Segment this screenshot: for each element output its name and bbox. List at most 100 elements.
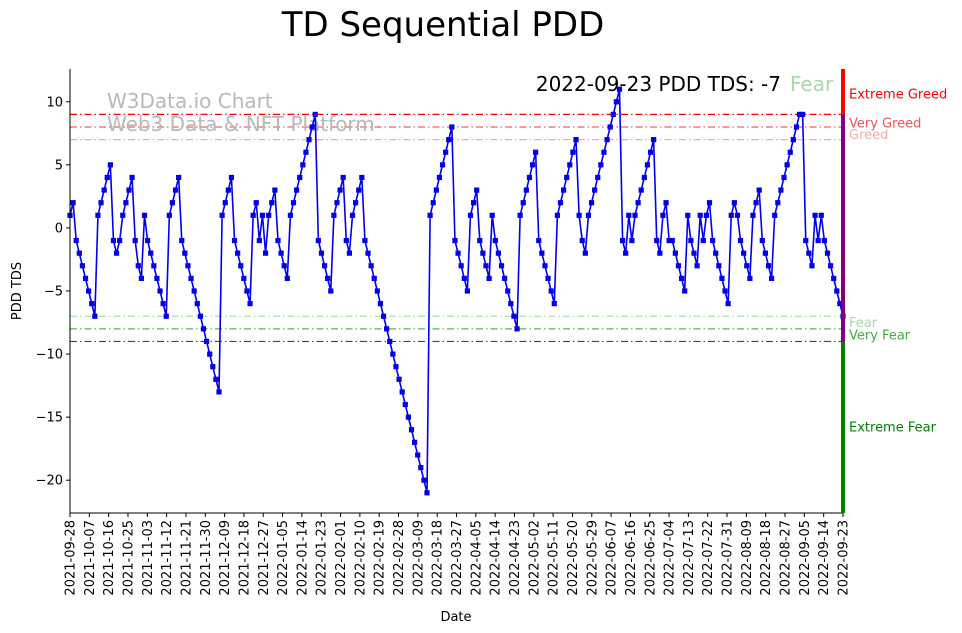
x-tick-label: 2021-12-27 (257, 520, 272, 596)
data-point (334, 200, 340, 206)
data-point (803, 237, 809, 244)
x-tick-label: 2022-01-14 (295, 520, 310, 596)
data-point (567, 162, 573, 168)
data-point (203, 338, 210, 345)
x-tick-label: 2022-01-05 (276, 520, 291, 596)
data-point (545, 275, 551, 281)
data-point (399, 389, 405, 395)
data-point (421, 477, 427, 483)
data-point (349, 212, 356, 218)
data-point (592, 187, 598, 193)
data-point (790, 137, 796, 143)
x-tick-label: 2022-03-27 (450, 520, 465, 596)
data-point (138, 275, 144, 281)
x-tick-label: 2022-04-14 (489, 520, 504, 596)
y-tick-label: 0 (55, 221, 63, 236)
chart-title: TD Sequential PDD (281, 5, 605, 45)
x-tick-label: 2022-02-10 (353, 520, 368, 596)
data-point (619, 237, 626, 244)
data-point (744, 263, 750, 269)
data-point (579, 237, 585, 244)
data-point (129, 174, 135, 181)
data-point (772, 212, 778, 218)
x-tick-label: 2022-04-05 (469, 520, 484, 596)
data-point (647, 149, 654, 155)
data-point (380, 313, 387, 319)
x-tick-label: 2022-05-29 (585, 520, 600, 596)
data-point (561, 187, 567, 193)
data-point (328, 288, 334, 294)
data-point (753, 200, 759, 206)
data-point (89, 301, 95, 307)
zone-label: Very Fear (849, 329, 911, 344)
data-point (703, 212, 710, 218)
data-point (123, 200, 129, 206)
data-point (750, 212, 756, 218)
x-tick-label: 2021-12-09 (218, 520, 233, 596)
x-tick-label: 2022-04-23 (508, 520, 523, 596)
data-point (188, 275, 194, 281)
data-point (303, 149, 309, 155)
y-axis-label: PDD TDS (10, 262, 25, 320)
latest-status: Fear (790, 72, 834, 96)
data-point (411, 439, 418, 445)
data-point (250, 212, 256, 218)
data-point (610, 111, 616, 118)
data-point (315, 237, 321, 244)
data-point (312, 111, 318, 118)
data-point (517, 212, 523, 218)
x-tick-label: 2021-11-21 (179, 520, 194, 596)
data-point (775, 200, 781, 206)
x-tick-label: 2022-08-27 (779, 520, 794, 596)
data-point (418, 464, 424, 471)
x-tick-label: 2021-11-30 (199, 520, 214, 596)
data-point (815, 237, 821, 244)
data-point (784, 162, 790, 168)
data-point (278, 250, 284, 256)
data-point (86, 288, 92, 294)
data-point (576, 212, 582, 218)
data-point (365, 250, 371, 256)
data-point (660, 212, 666, 218)
data-point (818, 212, 824, 218)
data-point (356, 187, 362, 193)
data-point (781, 174, 787, 181)
data-point (626, 212, 632, 218)
data-point (706, 200, 713, 206)
data-point (495, 250, 502, 256)
data-point (539, 250, 545, 256)
data-point (682, 288, 688, 294)
y-tick-label: −5 (44, 285, 63, 300)
data-point (343, 237, 349, 244)
x-tick-label: 2022-05-02 (527, 520, 542, 596)
x-tick-label: 2021-12-18 (237, 520, 252, 596)
data-point (306, 137, 312, 143)
data-point (141, 212, 148, 218)
data-point (107, 162, 113, 168)
data-point (269, 200, 275, 206)
x-tick-label: 2022-08-09 (740, 520, 755, 596)
x-tick-label: 2022-07-04 (663, 520, 678, 596)
x-ticks: 2021-09-28 2021-10-07 2021-10-16 2021-10-25… (64, 513, 852, 596)
data-point (340, 174, 346, 181)
data-point (185, 263, 191, 269)
data-point (244, 288, 250, 294)
data-point (238, 263, 244, 269)
data-point (812, 212, 818, 218)
data-point (796, 111, 803, 118)
data-point (669, 237, 675, 244)
zone-bar-segment (841, 114, 845, 342)
data-point (793, 124, 800, 130)
data-point (163, 313, 169, 319)
y-ticks: 10 5 0 −5 −10 −15 −20 (36, 95, 70, 489)
data-point (557, 200, 564, 206)
data-point (281, 263, 287, 269)
data-point (362, 237, 368, 244)
data-point (778, 187, 784, 193)
data-point (145, 237, 151, 244)
data-point (76, 250, 82, 256)
data-point (467, 212, 474, 218)
data-point (241, 275, 247, 281)
data-point (520, 200, 526, 206)
data-point (834, 288, 840, 294)
